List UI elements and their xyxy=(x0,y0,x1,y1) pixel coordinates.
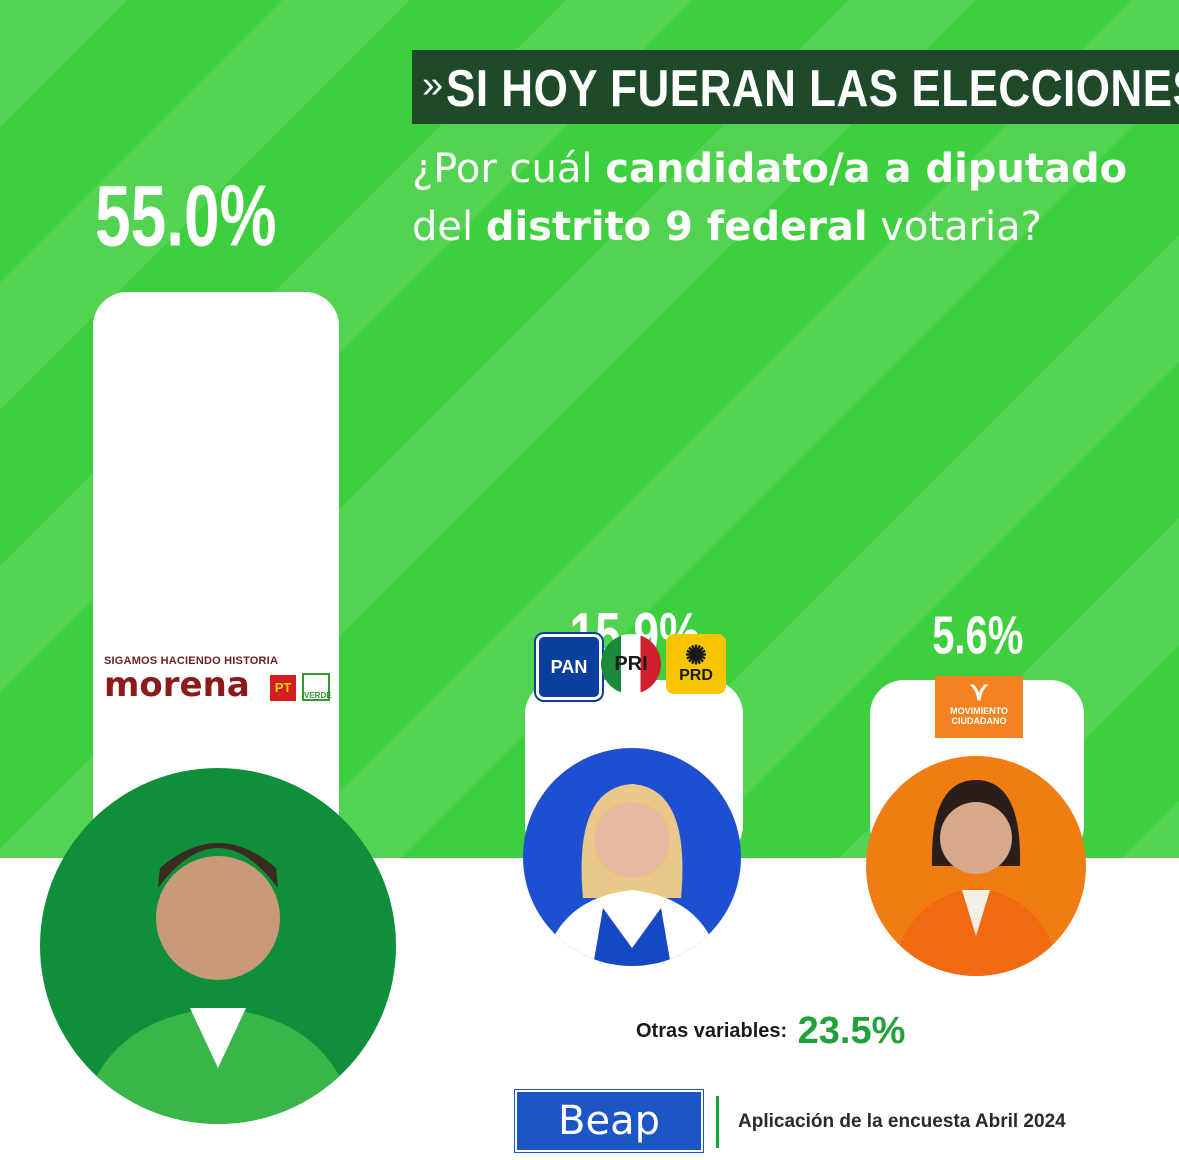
question-part: ¿Por cuál xyxy=(412,146,606,192)
value-label-movimiento-ciudadano: 5.6% xyxy=(932,606,1024,666)
question-part: del xyxy=(412,204,486,250)
mc-label-1: MOVIMIENTO xyxy=(950,706,1008,716)
verde-logo: VERDE xyxy=(302,673,332,701)
prd-label: PRD xyxy=(679,667,713,684)
eagle-icon: ⋎ xyxy=(969,676,989,706)
mc-label-2: CIUDADANO xyxy=(951,716,1007,726)
question-part: votaria? xyxy=(867,204,1042,250)
beap-logo: Beap xyxy=(515,1090,703,1152)
candidate-photo-pan-pri-prd xyxy=(523,748,741,966)
person-silhouette-icon xyxy=(890,780,1062,976)
person-silhouette-icon xyxy=(543,784,721,966)
candidate-photo-movimiento-ciudadano xyxy=(866,756,1086,976)
candidate-photo-morena xyxy=(40,768,396,1124)
survey-question: ¿Por cuál candidato/a a diputado del dis… xyxy=(412,140,1172,256)
survey-date-note: Aplicación de la encuesta Abril 2024 xyxy=(738,1111,1066,1132)
question-part: candidato/a a diputado xyxy=(605,146,1128,192)
value-label-morena: 55.0% xyxy=(95,166,277,265)
other-variables-label: Otras variables: xyxy=(636,1020,788,1042)
chevron-icon: » xyxy=(422,64,444,106)
question-part: distrito 9 federal xyxy=(485,204,868,250)
beap-wordmark: Beap xyxy=(558,1098,660,1144)
morena-name: morena xyxy=(104,665,250,705)
divider xyxy=(716,1096,719,1148)
movimiento-ciudadano-logo: ⋎ MOVIMIENTO CIUDADANO xyxy=(935,676,1023,738)
coalition-slogan: SIGAMOS HACIENDO HISTORIA xyxy=(104,655,279,667)
bar-morena xyxy=(93,292,339,860)
pri-logo: PRI xyxy=(601,634,661,694)
other-variables-value: 23.5% xyxy=(797,1010,906,1052)
person-silhouette-icon xyxy=(80,843,356,1124)
page-title: SI HOY FUERAN LAS ELECCIONES xyxy=(446,60,1179,118)
prd-logo: ✺ PRD xyxy=(666,634,726,694)
title-banner: » SI HOY FUERAN LAS ELECCIONES xyxy=(412,50,1179,124)
morena-coalition-logo: SIGAMOS HACIENDO HISTORIA morena PT VERD… xyxy=(104,655,334,705)
pt-logo: PT xyxy=(270,675,296,701)
sun-icon: ✺ xyxy=(685,640,707,670)
other-variables: Otras variables: 23.5% xyxy=(636,1010,905,1053)
pan-logo: PAN xyxy=(536,634,602,700)
